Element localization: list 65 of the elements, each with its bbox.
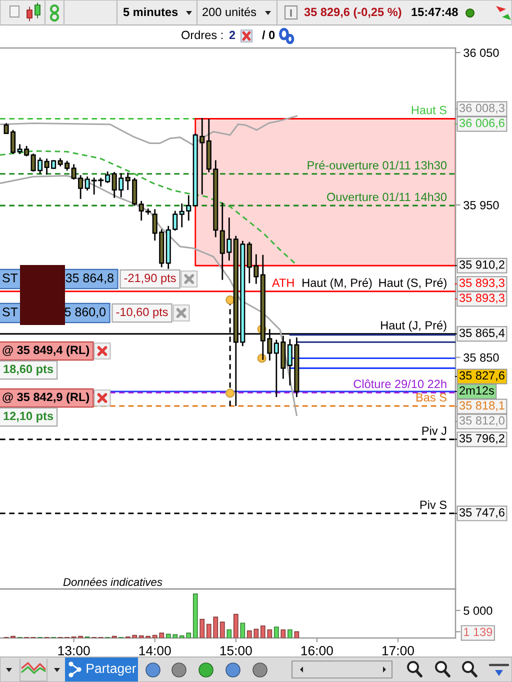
annotation: 35 796,2 [459, 434, 504, 444]
x-tick-label: 15:00 [220, 646, 252, 656]
ref-line-label: Piv J [422, 426, 446, 435]
ref-line-label: Piv S [420, 500, 446, 509]
x-tick-label: 16:00 [301, 646, 333, 656]
annotation: -21,90 pts [124, 274, 176, 285]
bar [200, 618, 205, 638]
line-series [0, 115, 298, 146]
bar [226, 629, 232, 638]
annotation: 35 893,3 [459, 294, 504, 304]
annotation: 35 827,6 [459, 371, 504, 382]
ref-line-label: Haut S [412, 106, 446, 114]
ref-line-label: Clôture 29/10 22h [354, 379, 446, 388]
annotation: 5 860,0 [64, 308, 106, 318]
annotation: 18,60 pts [4, 364, 54, 376]
bar [294, 631, 300, 638]
annotation: Haut (M, Pré) [302, 278, 372, 290]
bar [274, 626, 279, 638]
y-tick-label: 5 000 [464, 606, 492, 615]
text: 15:47:48 [412, 8, 458, 16]
annotation: @ 35 842,9 (RL) [2, 392, 90, 404]
ref-line-label: Ouverture 01/11 14h30 [327, 192, 447, 202]
annotation: 35 865,4 [459, 328, 505, 338]
annotation: Haut (S, Pré) [379, 278, 446, 290]
annotation: 35 893,3 [459, 278, 504, 288]
text: 5 minutes [123, 8, 178, 16]
annotation: ST [2, 274, 18, 282]
annotation: 35 864,8 [66, 274, 114, 284]
bar [280, 629, 286, 638]
annotation: 2m12s [460, 386, 494, 395]
text: 2 [229, 30, 236, 40]
bar [192, 594, 198, 638]
annotation: 12,10 pts [4, 412, 54, 423]
point [226, 388, 235, 398]
bar [220, 622, 225, 638]
text: Partager [86, 664, 136, 676]
text: Ordres : [182, 30, 223, 40]
annotation: 35 747,6 [459, 508, 504, 518]
annotation: ST [2, 308, 18, 316]
annotation: @ 35 849,4 (RL) [2, 345, 90, 356]
annotation: -10,60 pts [116, 308, 168, 318]
y-tick-label: 36 050 [464, 48, 499, 57]
x-tick-label: 14:00 [139, 646, 171, 656]
y-tick-label: 1 139 [464, 628, 492, 636]
x-tick-label: 13:00 [58, 646, 90, 656]
text: 35 829,6 (-0,25 %) [304, 8, 402, 19]
x-tick-label: 17:00 [382, 646, 414, 656]
ref-line-label: Pré-ouverture 01/11 13h30 [308, 160, 447, 170]
annotation: 36 006,6 [459, 118, 504, 129]
bar [287, 629, 292, 638]
annotation: 35 818,1 [459, 401, 504, 412]
y-tick-label: 35 850 [464, 353, 499, 362]
text: 36 008,3 [459, 104, 504, 114]
ref-line-label: Bas S [416, 393, 446, 402]
annotation: 35 910,2 [459, 260, 504, 270]
bar [233, 614, 238, 638]
line-series [0, 150, 298, 266]
annotation: Données indicatives [63, 578, 162, 586]
ref-line-label: ATH [272, 278, 294, 287]
ref-line-label: Haut (J, Pré) [381, 320, 446, 332]
text: 35 812,0 [459, 416, 504, 426]
text: 200 unités [202, 7, 256, 16]
bar [240, 622, 246, 638]
y-tick-label: 35 950 [464, 201, 499, 210]
text: / 0 [262, 30, 275, 40]
